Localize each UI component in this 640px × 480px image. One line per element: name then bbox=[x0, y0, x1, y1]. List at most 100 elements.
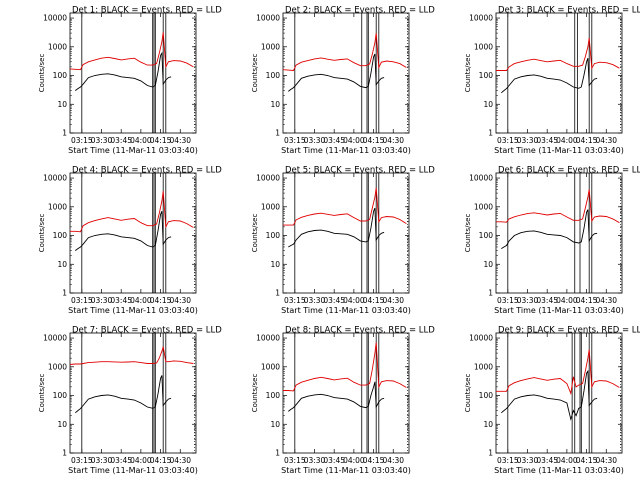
y-tick-label: 100 bbox=[266, 231, 281, 240]
x-tick-label: 03:45 bbox=[536, 136, 558, 145]
x-axis-label: Start Time (11-Mar-11 03:03:40) bbox=[281, 306, 411, 315]
y-tick-label: 1000 bbox=[48, 202, 67, 211]
x-tick-label: 04:00 bbox=[556, 136, 578, 145]
y-tick-label: 10000 bbox=[256, 174, 280, 183]
x-tick-label: 03:45 bbox=[536, 296, 558, 305]
x-tick-label: 03:15 bbox=[71, 136, 93, 145]
detector-plot: Det 9: BLACK = Events, RED = LLD 1 10 100 10… bbox=[464, 326, 640, 475]
y-axis-label: Counts/sec bbox=[251, 214, 259, 253]
x-axis-label: Start Time (11-Mar-11 03:03:40) bbox=[494, 466, 624, 475]
y-axis-label: Counts/sec bbox=[38, 214, 46, 253]
plot-title: Det 6: BLACK = Events, RED = LLD bbox=[498, 166, 640, 176]
x-tick-label: 03:30 bbox=[304, 136, 326, 145]
series-line bbox=[288, 53, 385, 92]
plot-title: Det 1: BLACK = Events, RED = LLD bbox=[72, 6, 222, 16]
series-line bbox=[282, 33, 407, 71]
x-tick-label: 03:15 bbox=[497, 136, 519, 145]
x-tick-label: 04:30 bbox=[169, 136, 191, 145]
plot-title: Det 7: BLACK = Events, RED = LLD bbox=[72, 326, 222, 336]
x-tick-label: 04:15 bbox=[576, 296, 598, 305]
y-tick-label: 10 bbox=[270, 260, 280, 269]
series-line bbox=[283, 342, 407, 392]
y-tick-label: 1000 bbox=[48, 42, 67, 51]
x-tick-label: 04:00 bbox=[343, 136, 365, 145]
y-tick-label: 1000 bbox=[261, 42, 280, 51]
x-tick-label: 04:15 bbox=[150, 296, 172, 305]
y-tick-label: 100 bbox=[479, 391, 494, 400]
y-tick-label: 10000 bbox=[43, 14, 67, 23]
x-tick-label: 03:15 bbox=[497, 296, 519, 305]
y-tick-label: 10 bbox=[270, 420, 280, 429]
y-tick-label: 10000 bbox=[469, 14, 493, 23]
x-tick-label: 03:15 bbox=[71, 296, 93, 305]
plot-title: Det 3: BLACK = Events, RED = LLD bbox=[498, 6, 640, 16]
y-tick-label: 10000 bbox=[469, 334, 493, 343]
y-tick-label: 1000 bbox=[474, 202, 493, 211]
y-tick-label: 1 bbox=[275, 449, 280, 458]
y-axis-label: Counts/sec bbox=[38, 374, 46, 413]
series-line bbox=[496, 38, 620, 71]
x-tick-label: 03:15 bbox=[284, 456, 306, 465]
x-axis-label: Start Time (11-Mar-11 03:03:40) bbox=[494, 146, 624, 155]
y-tick-label: 1 bbox=[275, 289, 280, 298]
x-tick-label: 04:30 bbox=[595, 456, 617, 465]
detector-plot: Det 1: BLACK = Events, RED = LLD 1 10 100 10… bbox=[38, 6, 222, 155]
y-tick-label: 100 bbox=[479, 231, 494, 240]
x-tick-label: 03:30 bbox=[304, 296, 326, 305]
plot-frame bbox=[495, 172, 623, 294]
y-tick-label: 1000 bbox=[261, 202, 280, 211]
x-tick-label: 04:00 bbox=[130, 136, 152, 145]
series-line bbox=[496, 349, 620, 395]
x-tick-label: 04:30 bbox=[169, 456, 191, 465]
x-tick-label: 03:15 bbox=[284, 296, 306, 305]
x-tick-label: 04:30 bbox=[382, 456, 404, 465]
series-line bbox=[501, 369, 598, 421]
series-line bbox=[501, 58, 598, 94]
y-tick-label: 10000 bbox=[43, 334, 67, 343]
y-tick-label: 100 bbox=[266, 71, 281, 80]
x-tick-label: 04:00 bbox=[343, 456, 365, 465]
detector-plot: Det 3: BLACK = Events, RED = LLD 1 10 100 10… bbox=[464, 6, 640, 155]
detector-plot: Det 7: BLACK = Events, RED = LLD 1 10 100 10… bbox=[38, 326, 222, 475]
y-tick-label: 1000 bbox=[474, 42, 493, 51]
plot-frame bbox=[282, 12, 410, 134]
x-tick-label: 04:00 bbox=[343, 296, 365, 305]
x-tick-label: 04:15 bbox=[576, 456, 598, 465]
x-tick-label: 04:30 bbox=[382, 136, 404, 145]
x-tick-label: 03:45 bbox=[110, 296, 132, 305]
x-axis-label: Start Time (11-Mar-11 03:03:40) bbox=[281, 466, 411, 475]
plot-title: Det 2: BLACK = Events, RED = LLD bbox=[285, 6, 435, 16]
x-tick-label: 03:45 bbox=[323, 456, 345, 465]
x-tick-label: 03:30 bbox=[517, 456, 539, 465]
y-tick-label: 10 bbox=[483, 260, 493, 269]
x-tick-label: 04:00 bbox=[130, 296, 152, 305]
x-tick-label: 03:15 bbox=[497, 456, 519, 465]
series-line bbox=[496, 189, 620, 224]
x-tick-label: 04:30 bbox=[595, 296, 617, 305]
y-tick-label: 10 bbox=[483, 420, 493, 429]
y-tick-label: 100 bbox=[53, 391, 68, 400]
series-line bbox=[288, 207, 385, 248]
plot-title: Det 9: BLACK = Events, RED = LLD bbox=[498, 326, 640, 336]
y-tick-label: 10 bbox=[57, 420, 67, 429]
plot-frame bbox=[495, 332, 623, 454]
y-tick-label: 10 bbox=[270, 100, 280, 109]
x-tick-label: 04:15 bbox=[150, 456, 172, 465]
series-line bbox=[69, 32, 194, 71]
series-line bbox=[70, 191, 194, 233]
series-line bbox=[75, 51, 172, 91]
x-tick-label: 04:00 bbox=[130, 456, 152, 465]
x-tick-label: 03:45 bbox=[536, 456, 558, 465]
y-tick-label: 1000 bbox=[48, 362, 67, 371]
y-axis-label: Counts/sec bbox=[464, 374, 472, 413]
plot-frame bbox=[282, 172, 410, 294]
detector-plot: Det 6: BLACK = Events, RED = LLD 1 10 100 10… bbox=[464, 166, 640, 315]
y-tick-label: 1 bbox=[488, 449, 493, 458]
y-tick-label: 10000 bbox=[256, 334, 280, 343]
y-tick-label: 1 bbox=[62, 289, 67, 298]
series-line bbox=[501, 209, 598, 249]
x-tick-label: 03:30 bbox=[304, 456, 326, 465]
y-tick-label: 100 bbox=[53, 231, 68, 240]
x-tick-label: 03:30 bbox=[517, 136, 539, 145]
